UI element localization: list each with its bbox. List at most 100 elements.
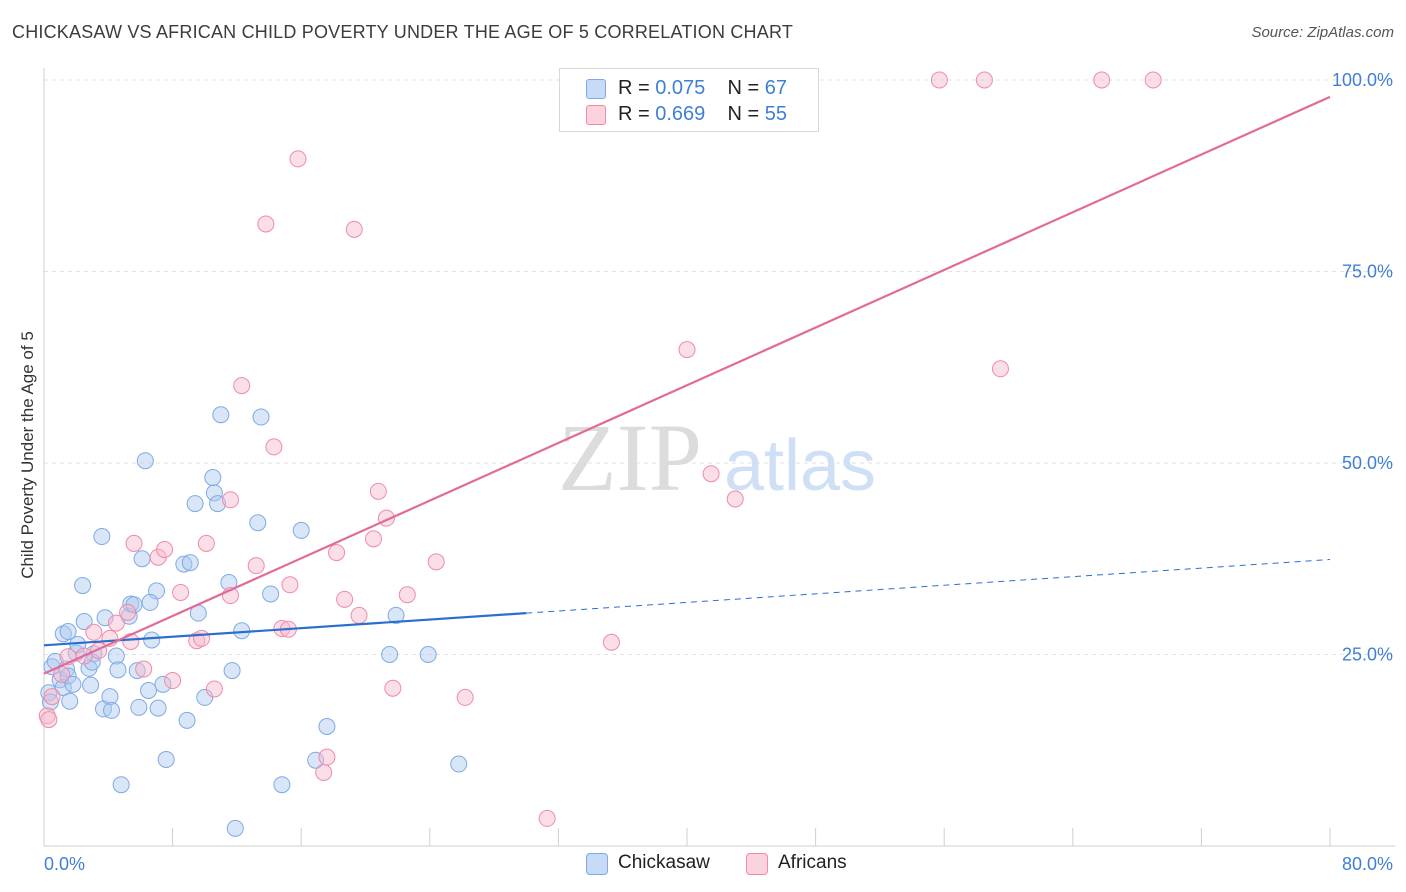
point-chickasaw [149, 699, 167, 717]
point-chickasaw [96, 609, 114, 627]
bottom-legend-swatch-chickasaw [586, 853, 608, 875]
point-africans [188, 632, 206, 650]
point-africans [456, 688, 474, 706]
point-chickasaw [139, 682, 157, 700]
bottom-legend-label-chickasaw: Chickasaw [618, 852, 710, 873]
point-africans [726, 490, 744, 508]
point-africans [193, 629, 211, 647]
point-africans [369, 482, 387, 500]
point-africans [398, 586, 416, 604]
point-africans [350, 606, 368, 624]
point-chickasaw [381, 646, 399, 663]
point-africans [427, 553, 445, 571]
legend-r-label: R = [618, 77, 656, 99]
point-chickasaw [181, 554, 199, 572]
legend-n-label: N = [727, 77, 765, 99]
point-africans [119, 603, 137, 621]
point-chickasaw [178, 711, 196, 729]
point-chickasaw [82, 676, 100, 694]
point-chickasaw [186, 495, 204, 513]
point-africans [975, 71, 993, 89]
point-chickasaw [154, 675, 172, 693]
point-chickasaw [307, 751, 325, 769]
point-africans [336, 590, 354, 608]
point-chickasaw [141, 593, 159, 611]
point-chickasaw [249, 514, 267, 532]
point-africans [602, 633, 620, 651]
point-africans [702, 465, 720, 483]
y-tick-label: 100.0% [1332, 70, 1393, 90]
point-africans [1093, 71, 1111, 89]
x-tick-label: 0.0% [44, 854, 85, 874]
point-chickasaw [128, 662, 146, 680]
y-tick-label: 25.0% [1342, 645, 1393, 665]
bottom-legend-swatch-africans [746, 853, 768, 875]
point-africans [315, 763, 333, 781]
point-africans [328, 544, 346, 562]
point-africans [538, 809, 556, 827]
legend-n-value: 55 [764, 103, 788, 125]
point-chickasaw [209, 495, 227, 513]
point-africans [384, 679, 402, 697]
point-chickasaw [292, 521, 310, 539]
y-tick-label: 75.0% [1342, 262, 1393, 282]
point-africans [1144, 71, 1162, 89]
point-africans [135, 660, 153, 678]
legend-r-label: R = [618, 103, 656, 125]
point-chickasaw [273, 776, 291, 794]
point-chickasaw [252, 408, 270, 426]
source-label: Source: ZipAtlas.com [1251, 24, 1394, 41]
point-africans [991, 360, 1009, 378]
point-africans [172, 583, 190, 601]
point-africans [125, 534, 143, 552]
point-africans [289, 150, 307, 168]
point-chickasaw [143, 631, 161, 649]
point-chickasaw [387, 606, 405, 624]
trend-line-africans [43, 95, 1331, 675]
legend-swatch-africans [586, 105, 606, 125]
point-chickasaw [61, 692, 79, 710]
point-chickasaw [204, 469, 222, 487]
x-tick-label: 80.0% [1342, 854, 1393, 874]
point-africans [318, 748, 336, 766]
point-chickasaw [133, 550, 151, 568]
bottom-legend-label-africans: Africans [778, 852, 847, 873]
legend-r-value: 0.075 [655, 77, 706, 99]
point-africans [257, 215, 275, 233]
axes [43, 68, 1395, 847]
point-chickasaw [54, 625, 72, 643]
point-africans [247, 557, 265, 575]
point-africans [221, 491, 239, 509]
legend-n-value: 67 [764, 77, 788, 99]
point-africans [930, 71, 948, 89]
y-tick-label: 50.0% [1342, 453, 1393, 473]
grid-lines [44, 79, 1395, 655]
point-africans [43, 688, 61, 706]
point-chickasaw [136, 452, 154, 470]
point-chickasaw [419, 646, 437, 663]
point-africans [345, 220, 363, 238]
point-africans [107, 614, 125, 632]
point-chickasaw [205, 484, 223, 502]
point-chickasaw [196, 688, 214, 706]
point-chickasaw [93, 528, 111, 546]
point-chickasaw [226, 819, 244, 837]
point-chickasaw [223, 662, 241, 680]
point-chickasaw [59, 667, 77, 685]
watermark-zip: ZIP [558, 404, 702, 511]
point-africans [85, 623, 103, 641]
point-chickasaw [212, 406, 230, 424]
trend-line-chickasaw [43, 612, 527, 647]
point-africans [265, 438, 283, 456]
point-africans [678, 341, 696, 359]
point-africans [281, 576, 299, 594]
point-africans [365, 530, 383, 548]
legend-swatch-chickasaw [586, 79, 606, 99]
point-africans [197, 534, 215, 552]
point-chickasaw [318, 718, 336, 736]
point-chickasaw [103, 701, 121, 719]
point-chickasaw [109, 661, 127, 679]
point-chickasaw [107, 647, 125, 665]
correlation-legend: R = 0.075 N = 67 R = 0.669 N = 55 [559, 68, 819, 132]
